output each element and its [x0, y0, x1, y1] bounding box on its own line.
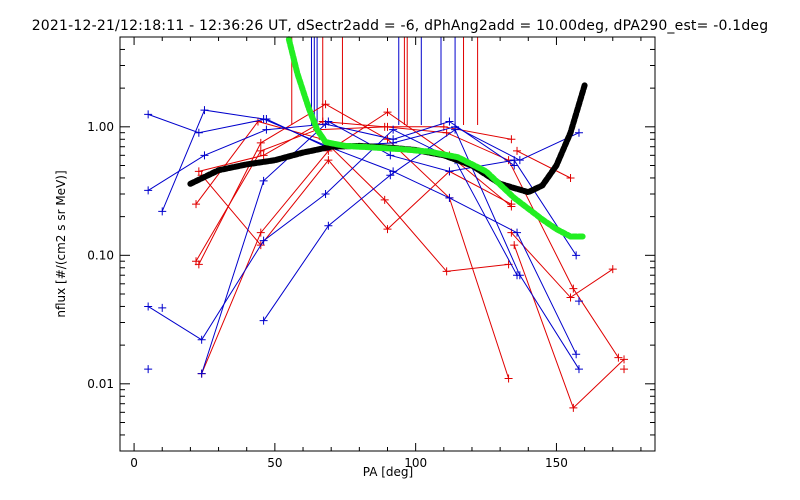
series-point-red [256, 228, 265, 237]
series-point-blue [574, 297, 583, 306]
series-point-blue [158, 207, 167, 216]
x-tick-label: 100 [404, 456, 427, 470]
series-point-red [383, 108, 392, 117]
series-line-blue [161, 109, 577, 355]
series-point-blue [259, 115, 268, 124]
series-line-red [201, 159, 512, 246]
series-line-red [195, 120, 509, 272]
series-point-red [256, 146, 265, 155]
series-point-blue [259, 176, 268, 185]
series-point-red [380, 195, 389, 204]
series-point-red [194, 167, 203, 176]
series-point-blue [445, 167, 454, 176]
series-point-blue [451, 125, 460, 134]
series-point-red [504, 374, 513, 383]
series-point-red [513, 146, 522, 155]
series-point-blue [510, 156, 519, 165]
plot-frame [119, 36, 656, 452]
series-point-red [324, 156, 333, 165]
series-line-red [511, 232, 614, 299]
series-point-red [380, 122, 389, 131]
y-tick-label: 0.01 [87, 377, 114, 391]
series-point-blue [445, 117, 454, 126]
series-point-blue [259, 236, 268, 245]
series-point-red [256, 138, 265, 147]
series-point-blue [144, 110, 153, 119]
series-point-blue [445, 193, 454, 202]
y-axis-label: nflux [#/(cm2 s sr MeV)] [54, 170, 68, 317]
series-point-blue [158, 303, 167, 312]
series-point-blue [259, 316, 268, 325]
series-point-blue [572, 350, 581, 359]
series-point-red [608, 265, 617, 274]
series-point-blue [389, 125, 398, 134]
series-point-blue [513, 228, 522, 237]
series-point-blue [200, 106, 209, 115]
series-point-blue [324, 117, 333, 126]
series-point-red [192, 200, 201, 209]
series-point-red [259, 151, 268, 160]
series-point-blue [574, 365, 583, 374]
series-point-blue [321, 190, 330, 199]
series-line-blue [263, 128, 580, 370]
series-point-blue [197, 369, 206, 378]
series-point-blue [200, 151, 209, 160]
series-point-red [566, 173, 575, 182]
series-point-blue [386, 151, 395, 160]
series-point-red [510, 241, 519, 250]
series-line-red [516, 150, 571, 179]
series-point-red [569, 284, 578, 293]
series-point-blue [194, 128, 203, 137]
series-line-red [513, 244, 625, 409]
series-point-blue [324, 221, 333, 230]
series-point-red [507, 200, 516, 209]
series-point-red [620, 355, 629, 364]
y-tick-label: 0.10 [87, 248, 114, 262]
y-tick-label: 1.00 [87, 120, 114, 134]
series-point-blue [389, 135, 398, 144]
series-point-red [194, 260, 203, 269]
series-point-red [321, 100, 330, 109]
series-point-red [507, 135, 516, 144]
series-point-red [383, 225, 392, 234]
series-point-blue [386, 171, 395, 180]
series-point-blue [197, 335, 206, 344]
series-line-blue [148, 113, 580, 161]
x-tick-label: 150 [545, 456, 568, 470]
series-point-blue [574, 128, 583, 137]
series-point-blue [144, 365, 153, 374]
series-point-red [620, 365, 629, 374]
series-point-red [442, 267, 451, 276]
series-point-red [566, 293, 575, 302]
series-point-blue [515, 271, 524, 280]
series-point-blue [262, 125, 271, 134]
series-line-red [198, 120, 619, 358]
series-point-red [614, 353, 623, 362]
fit-curve-green [285, 36, 588, 240]
series-point-red [569, 403, 578, 412]
series-point-blue [572, 251, 581, 260]
series-point-blue [144, 186, 153, 195]
x-tick-label: 0 [130, 456, 138, 470]
chart-title: 2021-12-21/12:18:11 - 12:36:26 UT, dSect… [31, 18, 769, 34]
x-tick-label: 50 [267, 456, 282, 470]
x-axis-label: PA [deg] [363, 465, 413, 479]
series-point-blue [144, 302, 153, 311]
